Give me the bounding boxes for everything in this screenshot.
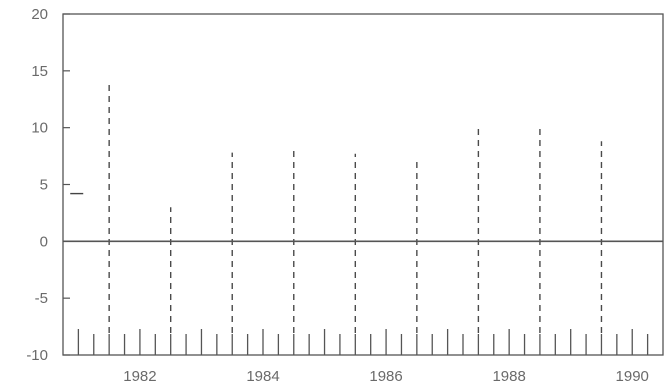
x-tick-label: 1982 bbox=[123, 368, 156, 385]
x-tick-label: 1990 bbox=[616, 368, 649, 385]
y-tick-label: 5 bbox=[40, 177, 48, 194]
y-tick-label: 0 bbox=[40, 233, 48, 250]
x-tick-label: 1988 bbox=[492, 368, 525, 385]
data-series bbox=[70, 84, 603, 333]
x-tick-label: 1984 bbox=[246, 368, 279, 385]
y-axis: 20 15 10 5 0 -5 -10 bbox=[26, 6, 70, 364]
y-tick-label: -5 bbox=[35, 290, 48, 307]
y-tick-label: -10 bbox=[26, 347, 48, 364]
x-tick-label: 1986 bbox=[369, 368, 402, 385]
x-axis: 1982 1984 1986 1988 1990 bbox=[77, 329, 649, 385]
plot-frame bbox=[62, 13, 664, 356]
y-tick-label: 15 bbox=[31, 63, 48, 80]
y-tick-label: 10 bbox=[31, 120, 48, 137]
y-tick-label: 20 bbox=[31, 6, 48, 23]
